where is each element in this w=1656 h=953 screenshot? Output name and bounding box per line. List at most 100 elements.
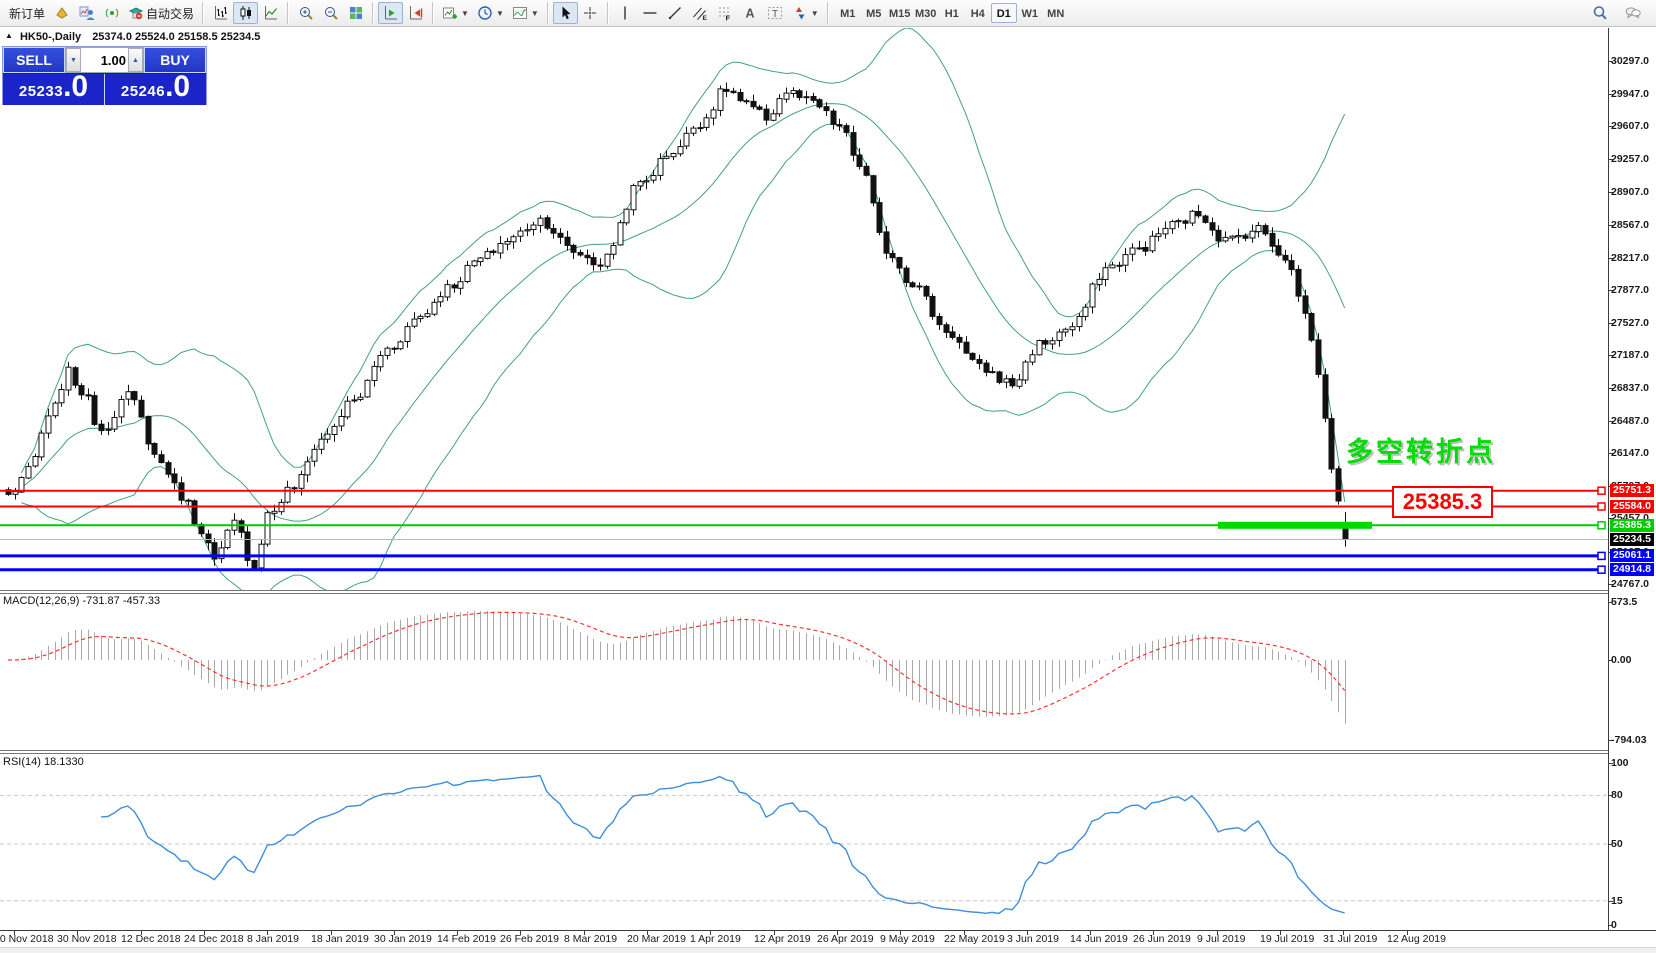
dropdown-caret-icon[interactable]: ▼ [530,8,539,18]
current-price-tag: 25234.5 [1610,533,1654,546]
broadcast-button[interactable] [99,2,124,24]
line-chart-button[interactable] [258,2,283,24]
axis-tick-mark [1609,795,1613,796]
sell-price[interactable]: 25233 .0 [3,72,105,105]
arrows-button[interactable]: ▼ [788,2,823,24]
user-chart-button[interactable] [74,2,99,24]
line-anchor-marker[interactable] [1597,521,1606,530]
line-anchor-marker[interactable] [1597,486,1606,495]
thick-level-segment[interactable] [1218,521,1372,529]
fibonacci-icon: F [719,7,732,21]
auto-trading-button[interactable]: 自动交易 [124,2,198,24]
sell-button[interactable]: SELL [3,47,65,73]
time-tick-mark [204,931,205,935]
timeframe-w1[interactable]: W1 [1021,8,1038,20]
macd-tick: -794.03 [1611,734,1647,746]
volume-decrease-button[interactable]: ▼ [66,48,81,72]
line-anchor-marker[interactable] [1597,565,1606,574]
axis-tick-mark [1609,61,1613,62]
line-anchor-marker[interactable] [1597,551,1606,561]
timeframe-m5[interactable]: M5 [866,8,882,20]
search-button[interactable] [1587,2,1612,24]
buy-price-int: 25246 [120,83,166,100]
date-label: 22 May 2019 [944,933,1005,945]
timeframe-h4[interactable]: H4 [970,8,985,20]
time-tick-mark [1343,931,1344,935]
timeframe-d1[interactable]: D1 [990,3,1017,23]
time-tick-mark [457,931,458,935]
volume-increase-button[interactable]: ▲ [128,48,143,72]
chat-button[interactable] [1620,2,1645,24]
channel-icon: E [693,7,708,21]
main-toolbar: 新订单 自动交易 ▼ ▼ ▼ E F A T ▼ M1 M5 M15 M30 H1 H4 D1 W1 MN [0,0,1656,27]
text-label-button[interactable]: T [763,2,788,24]
periods-button[interactable]: ▼ [473,2,508,24]
price-level-annotation-box[interactable]: 25385.3 [1392,486,1493,518]
axis-tick-mark [1609,925,1613,926]
dropdown-caret-icon[interactable]: ▼ [810,8,819,18]
auto-trading-button-label: 自动交易 [146,6,195,21]
zoom-in-button[interactable] [293,2,318,24]
dropdown-caret-icon[interactable]: ▼ [495,8,504,18]
chart-shift-button[interactable] [403,2,428,24]
channel-button[interactable]: E [688,2,713,24]
timeframe-m15[interactable]: M15 [889,8,911,20]
tile-windows-button[interactable] [343,2,368,24]
volume-input[interactable] [81,51,128,69]
line-anchor-marker[interactable] [1597,502,1606,511]
date-label: 1 Apr 2019 [690,933,741,945]
search-icon [1593,6,1607,20]
broadcast-icon [105,8,118,18]
bullish-candles [12,88,1262,569]
price-tick: 30297.0 [1611,55,1649,67]
rsi-panel [0,754,1608,930]
time-tick-mark [267,931,268,935]
rsi-levels [0,794,1608,902]
gold-badge-button[interactable] [49,2,74,24]
date-label: 30 Nov 2018 [57,933,117,945]
price-axis[interactable]: 30297.0 29947.0 29607.0 29257.0 28907.0 28567… [1608,28,1656,947]
collapse-panel-icon[interactable]: ▲ [5,31,13,40]
time-tick-mark [331,931,332,935]
bar-chart-icon [214,6,227,20]
panel-splitter-macd[interactable] [0,590,1656,594]
cursor-button[interactable] [552,2,578,24]
trendline-button[interactable] [663,2,688,24]
fibonacci-button[interactable]: F [713,2,738,24]
buy-button[interactable]: BUY [144,47,206,73]
timeframe-mn[interactable]: MN [1047,8,1065,20]
date-label: 8 Mar 2019 [564,933,618,945]
crosshair-button[interactable] [578,2,603,24]
new-chart-button[interactable]: ▼ [438,2,473,24]
timeframe-m1[interactable]: M1 [840,8,856,20]
panel-splitter-rsi[interactable] [0,750,1656,754]
bar-chart-button[interactable] [208,2,233,24]
rsi-tick: 15 [1611,895,1623,907]
auto-scroll-button[interactable] [378,2,404,24]
text-button[interactable]: A [738,2,763,24]
time-tick-mark [520,931,521,935]
date-label: 12 Dec 2018 [121,933,181,945]
buy-price-dec: .0 [165,70,191,103]
buy-price[interactable]: 25246 .0 [105,70,206,105]
time-tick-mark [1027,931,1028,935]
vertical-line-button[interactable] [613,2,638,24]
level-price-tag: 25061.1 [1610,549,1654,562]
sell-price-int: 25233 [18,83,64,100]
zoom-out-button[interactable] [318,2,343,24]
indicators-button[interactable]: ▼ [508,2,543,24]
axis-tick-mark [1609,584,1613,585]
candlestick-button[interactable] [233,2,259,24]
price-tick: 29257.0 [1611,153,1649,165]
timeframe-group: M1 M5 M15 M30 H1 H4 D1 W1 MN [835,3,1069,23]
axis-tick-mark [1609,763,1613,764]
new-order-button[interactable]: 新订单 [5,2,49,24]
date-label: 9 May 2019 [880,933,935,945]
timeframe-m30[interactable]: M30 [915,8,937,20]
timeframe-h1[interactable]: H1 [944,8,959,20]
date-label: 26 Apr 2019 [817,933,874,945]
horizontal-line-button[interactable] [638,2,663,24]
turning-point-annotation[interactable]: 多空转折点 [1346,437,1496,467]
dropdown-caret-icon[interactable]: ▼ [461,8,469,18]
